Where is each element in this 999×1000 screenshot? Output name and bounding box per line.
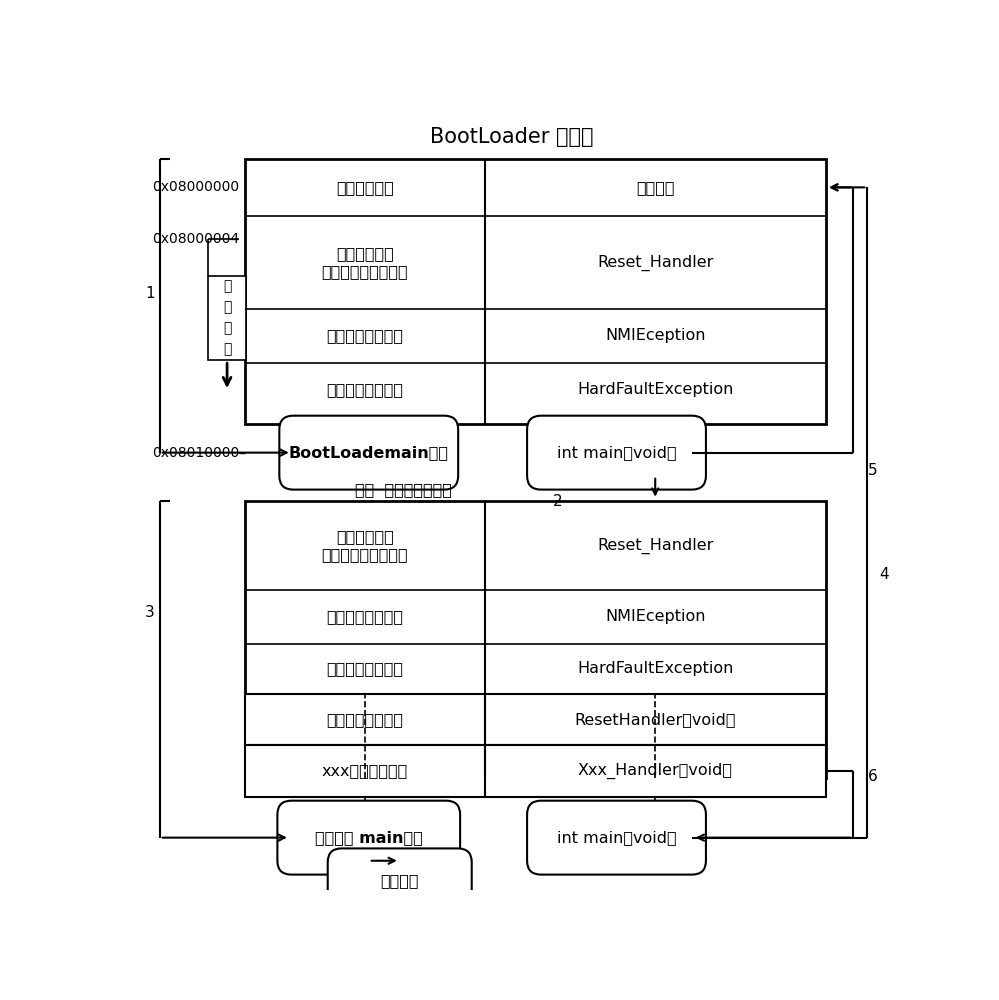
Text: 中断请求: 中断请求 [381, 873, 419, 888]
Text: 复位中断程序入口: 复位中断程序入口 [327, 712, 404, 727]
Text: 0x08000000: 0x08000000 [152, 180, 240, 194]
Text: 4: 4 [880, 567, 889, 582]
Bar [245, 501, 825, 778]
FancyBboxPatch shape [527, 416, 706, 490]
Bar [209, 276, 246, 360]
Text: NMIEception: NMIEception [605, 609, 705, 624]
FancyBboxPatch shape [280, 416, 459, 490]
Text: NMIEception: NMIEception [605, 328, 705, 343]
Text: 硬件错误中断向量: 硬件错误中断向量 [327, 661, 404, 676]
Text: 增: 增 [223, 343, 231, 357]
Text: 0x08010000: 0x08010000 [152, 446, 240, 460]
Text: 0x08000004: 0x08000004 [152, 232, 240, 246]
Text: 址: 址 [223, 300, 231, 314]
Text: 5: 5 [868, 463, 878, 478]
Text: 2: 2 [553, 494, 562, 509]
Text: 1: 1 [145, 286, 155, 301]
Text: 复位中断向量
（向量表起始地址）: 复位中断向量 （向量表起始地址） [322, 246, 409, 279]
Text: 闪存物理地址: 闪存物理地址 [336, 180, 394, 195]
Bar [245, 159, 825, 424]
Text: 递: 递 [223, 321, 231, 335]
Text: HardFaultException: HardFaultException [577, 382, 733, 397]
Text: xxx中断程序入口: xxx中断程序入口 [322, 764, 408, 779]
Text: 栈顶地址: 栈顶地址 [636, 180, 674, 195]
Text: 硬件错误中断向量: 硬件错误中断向量 [327, 382, 404, 397]
Text: Reset_Handler: Reset_Handler [597, 537, 713, 554]
Bar [245, 745, 825, 797]
FancyBboxPatch shape [527, 801, 706, 875]
Bar [245, 694, 825, 745]
Text: 地: 地 [223, 279, 231, 293]
Text: HardFaultException: HardFaultException [577, 661, 733, 676]
Text: 6: 6 [868, 769, 878, 784]
Text: Reset_Handler: Reset_Handler [597, 254, 713, 271]
FancyBboxPatch shape [328, 848, 472, 913]
Text: 3: 3 [145, 605, 155, 620]
Text: Xxx_Handler（void）: Xxx_Handler（void） [577, 763, 732, 779]
Text: 非可屏蔽中断向量: 非可屏蔽中断向量 [327, 609, 404, 624]
Text: 用户程序 main函数: 用户程序 main函数 [315, 830, 423, 845]
Text: 非可屏蔽中断向量: 非可屏蔽中断向量 [327, 328, 404, 343]
Text: BootLoademain函数: BootLoademain函数 [289, 445, 449, 460]
FancyBboxPatch shape [278, 801, 461, 875]
Text: int main（void）: int main（void） [556, 830, 676, 845]
Text: int main（void）: int main（void） [556, 445, 676, 460]
Text: 复位中断向量
（向量表起始地址）: 复位中断向量 （向量表起始地址） [322, 529, 409, 562]
Text: 跳转  用户程序空间区: 跳转 用户程序空间区 [356, 482, 452, 497]
Text: ResetHandler（void）: ResetHandler（void） [574, 712, 736, 727]
Text: BootLoader 空间区: BootLoader 空间区 [431, 127, 593, 147]
